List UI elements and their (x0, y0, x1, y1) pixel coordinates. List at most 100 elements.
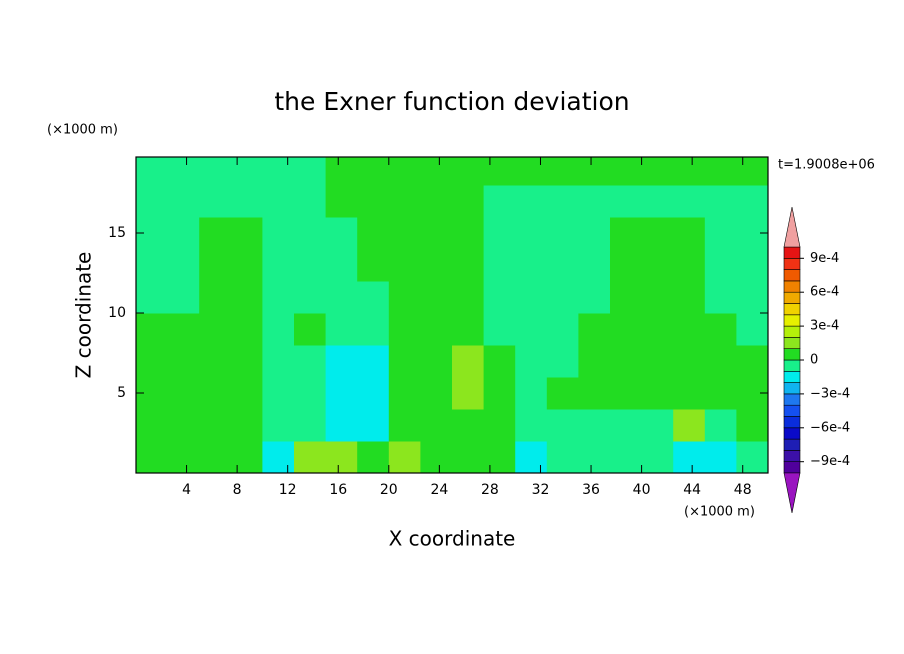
contour-cell (546, 157, 579, 186)
contour-cell (167, 185, 200, 218)
contour-cell (452, 281, 485, 314)
contour-cell (262, 185, 295, 218)
contour-cell (388, 377, 421, 410)
contour-cell (483, 217, 516, 250)
contour-cell (641, 157, 674, 186)
contour-cell (230, 377, 263, 410)
contour-cell (136, 249, 169, 282)
contour-cell (452, 185, 485, 218)
x-tick-label: 28 (481, 482, 499, 498)
x-unit: (×1000 m) (684, 505, 755, 520)
colorbar-box (783, 438, 801, 451)
contour-cell (515, 345, 548, 378)
y-tick-label: 5 (117, 385, 126, 401)
contour-cell (167, 377, 200, 410)
colorbar-extend-low (783, 472, 801, 514)
contour-cell (230, 157, 263, 186)
contour-cell (610, 157, 643, 186)
contour-cell (483, 345, 516, 378)
colorbar-box (783, 303, 801, 316)
contour-cell (610, 281, 643, 314)
contour-cell (673, 157, 706, 186)
contour-cell (420, 313, 453, 346)
contour-cell (199, 313, 232, 346)
contour-cell (452, 217, 485, 250)
contour-cell (610, 185, 643, 218)
contour-cell (136, 345, 169, 378)
contour-cell (641, 441, 674, 473)
contour-cell (357, 217, 390, 250)
contour-cell (673, 377, 706, 410)
contour-cell (262, 345, 295, 378)
contour-cell (673, 345, 706, 378)
contour-cell (262, 249, 295, 282)
contour-cell (610, 249, 643, 282)
colorbar-box (783, 450, 801, 462)
contour-cell (420, 281, 453, 314)
contour-cell (136, 409, 169, 442)
colorbar-label: −3e-4 (810, 386, 850, 401)
contour-cell (673, 281, 706, 314)
contour-cell (673, 249, 706, 282)
colorbar-box (783, 427, 801, 440)
contour-cell (230, 441, 263, 473)
contour-cell (704, 249, 737, 282)
contour-cell (515, 157, 548, 186)
contour-cell (736, 249, 768, 282)
contour-cell (230, 345, 263, 378)
contour-cell (294, 377, 327, 410)
contour-cell (294, 409, 327, 442)
x-tick-label: 32 (532, 482, 550, 498)
contour-cell (294, 185, 327, 218)
contour-cell (736, 157, 768, 186)
contour-cell (167, 409, 200, 442)
contour-cell (452, 441, 485, 473)
colorbar-box (783, 325, 801, 338)
contour-cell (262, 313, 295, 346)
contour-cell (388, 281, 421, 314)
contour-cell (736, 409, 768, 442)
contour-cell (515, 377, 548, 410)
contour-cell (515, 185, 548, 218)
contour-cell (357, 313, 390, 346)
contour-cell (294, 441, 327, 473)
contour-cell (483, 281, 516, 314)
colorbar-box (783, 416, 801, 429)
contour-cell (167, 281, 200, 314)
contour-cell (483, 409, 516, 442)
x-tick-label: 8 (233, 482, 242, 498)
contour-cell (483, 185, 516, 218)
contour-cell (610, 377, 643, 410)
contour-cell (136, 313, 169, 346)
colorbar-label: 3e-4 (810, 319, 839, 334)
contour-cell (641, 409, 674, 442)
x-tick-label: 40 (633, 482, 651, 498)
colorbar-label: 6e-4 (810, 285, 839, 300)
contour-cell (673, 313, 706, 346)
contour-cell (262, 217, 295, 250)
contour-cell (452, 313, 485, 346)
contour-cell (641, 185, 674, 218)
contour-cell (546, 377, 579, 410)
contour-cell (230, 217, 263, 250)
contour-cell (388, 185, 421, 218)
contour-cell (704, 345, 737, 378)
contour-cell (357, 185, 390, 218)
contour-cell (325, 185, 358, 218)
contour-cell (199, 217, 232, 250)
colorbar-label: −9e-4 (810, 454, 850, 469)
contour-cell (641, 217, 674, 250)
colorbar-box (783, 337, 801, 349)
contour-cell (325, 377, 358, 410)
colorbar-box (783, 291, 801, 304)
contour-cell (325, 345, 358, 378)
contour-cell (388, 157, 421, 186)
contour-cell (610, 313, 643, 346)
colorbar-box (783, 393, 801, 406)
contour-cell (704, 377, 737, 410)
contour-cell (704, 409, 737, 442)
contour-cell (388, 409, 421, 442)
contour-cell (136, 281, 169, 314)
x-tick-label: 36 (582, 482, 600, 498)
chart-title: the Exner function deviation (274, 87, 629, 116)
